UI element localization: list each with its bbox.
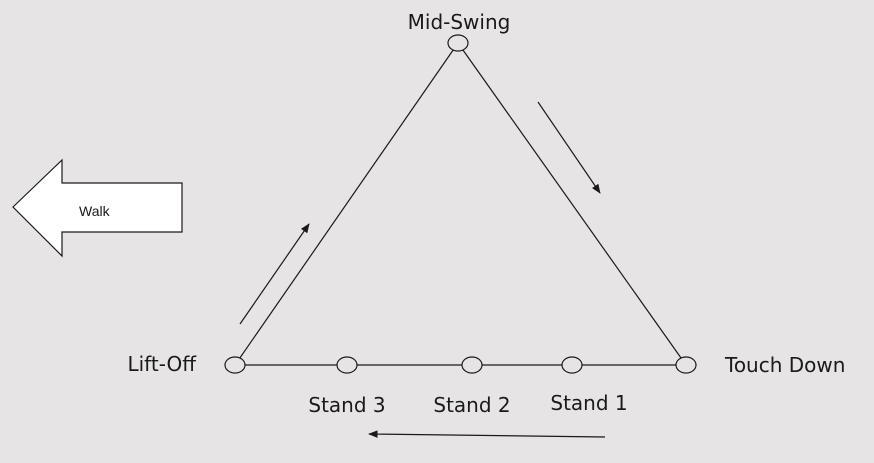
node-mid-swing xyxy=(447,34,469,52)
label-stand-3: Stand 3 xyxy=(308,393,385,417)
walk-label: Walk xyxy=(79,203,111,219)
walk-direction-arrow: Walk xyxy=(12,158,183,258)
arrow-stance-backward xyxy=(368,430,606,438)
edge-midswing-to-touchdown xyxy=(457,42,687,366)
node-touch-down xyxy=(675,356,697,374)
arrow-downward-swing xyxy=(537,101,601,194)
node-lift-off xyxy=(224,356,246,374)
edge-liftoff-to-midswing xyxy=(234,42,459,366)
label-touch-down: Touch Down xyxy=(724,353,845,377)
node-stand-3 xyxy=(336,356,358,374)
label-stand-2: Stand 2 xyxy=(433,393,510,417)
label-mid-swing: Mid-Swing xyxy=(408,10,511,34)
arrow-upward-swing xyxy=(239,223,310,325)
walk-arrow-shape xyxy=(12,158,183,258)
node-stand-1 xyxy=(561,356,583,374)
label-stand-1: Stand 1 xyxy=(550,391,627,415)
label-lift-off: Lift-Off xyxy=(127,352,197,376)
node-stand-2 xyxy=(461,356,483,374)
